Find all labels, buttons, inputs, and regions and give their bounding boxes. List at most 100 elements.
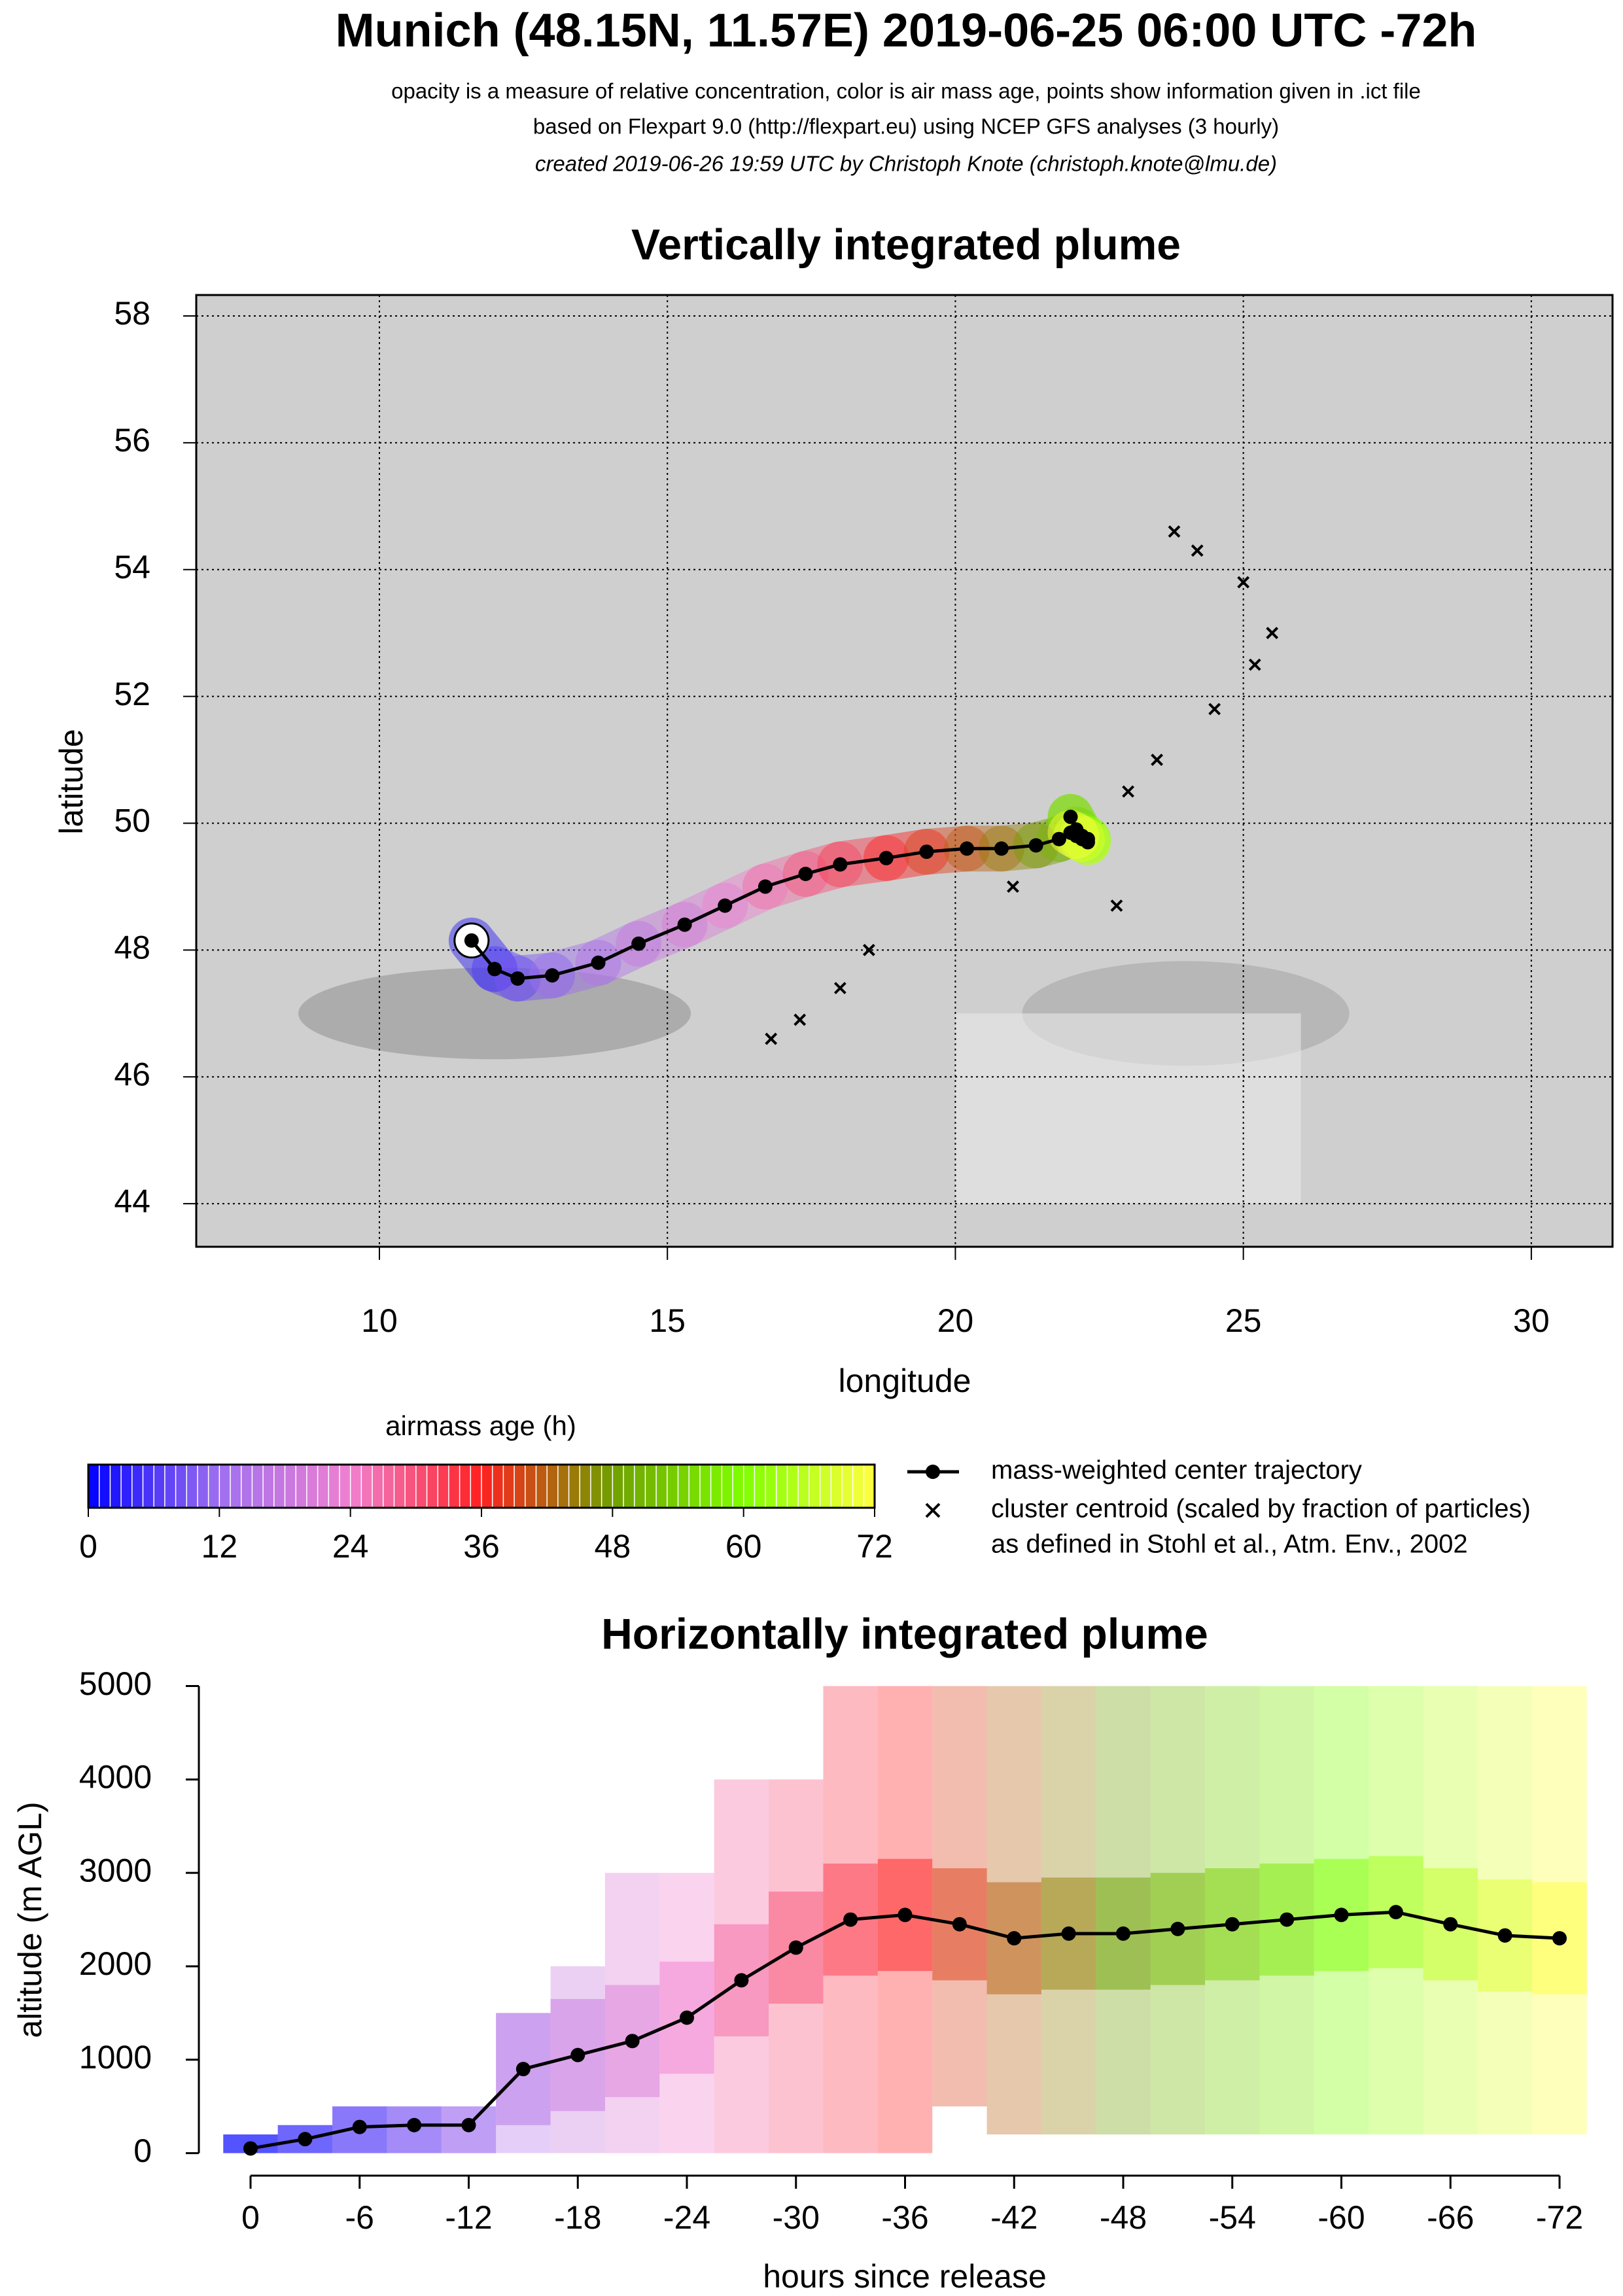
cluster-centroid — [1191, 544, 1204, 557]
colorbar-cell — [120, 1464, 133, 1508]
colorbar-cell — [426, 1464, 439, 1508]
cluster-centroid — [1110, 899, 1123, 912]
colorbar-cell — [470, 1464, 483, 1508]
terrain — [298, 967, 691, 1060]
colorbar-cell — [491, 1464, 504, 1508]
trajectory-point — [843, 1912, 858, 1927]
colorbar-cell — [819, 1464, 832, 1508]
colorbar-cell — [328, 1464, 341, 1508]
colorbar-cell — [797, 1464, 811, 1508]
cluster-centroid — [862, 943, 875, 956]
colorbar-cell — [164, 1464, 177, 1508]
legend-note: as defined in Stohl et al., Atm. Env., 2… — [991, 1530, 1468, 1559]
cluster-centroid — [1266, 627, 1279, 640]
colorbar-cell — [186, 1464, 199, 1508]
chart-title: Vertically integrated plume — [631, 220, 1181, 268]
colorbar-cell — [415, 1464, 428, 1508]
cluster-centroid — [1007, 880, 1019, 893]
x-tick-label: -30 — [773, 2199, 820, 2236]
colorbar-cell — [481, 1464, 493, 1508]
trajectory-point — [1170, 1921, 1185, 1936]
colorbar-cell — [776, 1464, 788, 1508]
x-tick-label: 20 — [937, 1302, 974, 1339]
colorbar-cell — [131, 1464, 144, 1508]
trajectory-point — [625, 2034, 640, 2049]
colorbar-cell — [667, 1464, 679, 1508]
trajectory-point — [631, 936, 646, 951]
x-tick-label: -6 — [345, 2199, 374, 2236]
trajectory-point — [1280, 1912, 1295, 1927]
colorbar-cell — [742, 1464, 756, 1508]
y-axis-label: altitude (m AGL) — [12, 1801, 48, 2038]
x-tick-label: -42 — [990, 2199, 1038, 2236]
terrain — [955, 1013, 1301, 1204]
colorbar-cell — [240, 1464, 253, 1508]
trajectory-point — [1028, 838, 1043, 853]
y-tick-label: 0 — [133, 2132, 152, 2169]
x-axis-label: longitude — [839, 1363, 971, 1399]
colorbar-tick-label: 48 — [595, 1528, 631, 1565]
colorbar-cell — [655, 1464, 669, 1508]
x-tick-label: 15 — [649, 1302, 686, 1339]
trajectory-point — [1061, 1926, 1076, 1941]
colorbar-cell — [688, 1464, 701, 1508]
y-tick-label: 44 — [114, 1183, 150, 1219]
subtitle: opacity is a measure of relative concent… — [391, 79, 1421, 103]
y-tick-label: 52 — [114, 676, 150, 712]
plot-frame — [195, 294, 1614, 1248]
colorbar-tick-label: 60 — [725, 1528, 762, 1565]
colorbar-cell — [623, 1464, 635, 1508]
colorbar-cell — [502, 1464, 515, 1508]
trajectory-point — [1443, 1917, 1458, 1932]
trajectory-point — [407, 2117, 422, 2132]
trajectory-point — [677, 917, 692, 932]
x-tick-label: -48 — [1100, 2199, 1147, 2236]
y-tick-label: 2000 — [79, 1945, 152, 1982]
x-tick-label: -54 — [1209, 2199, 1256, 2236]
y-tick-label: 5000 — [79, 1665, 152, 1702]
colorbar-cell — [699, 1464, 712, 1508]
map-background — [196, 295, 1613, 1247]
colorbar-cell — [590, 1464, 602, 1508]
trajectory-point — [1116, 1926, 1130, 1941]
colorbar-tick-label: 72 — [856, 1528, 893, 1565]
trajectory-point — [1063, 826, 1078, 841]
colorbar-cell — [721, 1464, 734, 1508]
trajectory-point — [243, 2141, 258, 2156]
trajectory-point — [833, 857, 848, 872]
trajectory-point — [758, 879, 773, 894]
trajectory-point — [879, 850, 894, 865]
y-tick-label: 50 — [114, 803, 150, 839]
colorbar-cell — [339, 1464, 351, 1508]
cluster-centroid — [833, 982, 846, 994]
colorbar-cell — [546, 1464, 559, 1508]
title: Munich (48.15N, 11.57E) 2019-06-25 06:00… — [336, 5, 1477, 57]
x-axis-label: hours since release — [763, 2258, 1047, 2295]
colorbar-cell — [786, 1464, 799, 1508]
colorbar-cell — [295, 1464, 308, 1508]
colorbar-cell — [230, 1464, 242, 1508]
colorbar-cell — [579, 1464, 592, 1508]
y-tick-label: 3000 — [79, 1852, 152, 1888]
trajectory-point — [734, 1973, 749, 1988]
colorbar-cell — [109, 1464, 122, 1508]
trajectory-point — [1051, 831, 1066, 846]
trajectory-point — [1552, 1931, 1567, 1946]
colorbar-cell — [317, 1464, 330, 1508]
trajectory-point — [919, 844, 934, 860]
cluster-centroid — [1248, 658, 1261, 671]
subtitle: based on Flexpart 9.0 (http://flexpart.e… — [533, 114, 1279, 139]
colorbar-cell — [459, 1464, 472, 1508]
colorbar-cell — [251, 1464, 264, 1508]
trajectory-point — [591, 955, 606, 970]
colorbar-cell — [525, 1464, 537, 1508]
colorbar-cell — [557, 1464, 570, 1508]
colorbar-cell — [677, 1464, 690, 1508]
cluster-centroid — [1237, 576, 1250, 589]
colorbar-cell — [644, 1464, 657, 1508]
colorbar-cell — [207, 1464, 220, 1508]
trajectory-point — [461, 2117, 476, 2132]
trajectory-point — [352, 2119, 367, 2134]
trajectory-point — [798, 867, 813, 882]
colorbar-cell — [601, 1464, 614, 1508]
